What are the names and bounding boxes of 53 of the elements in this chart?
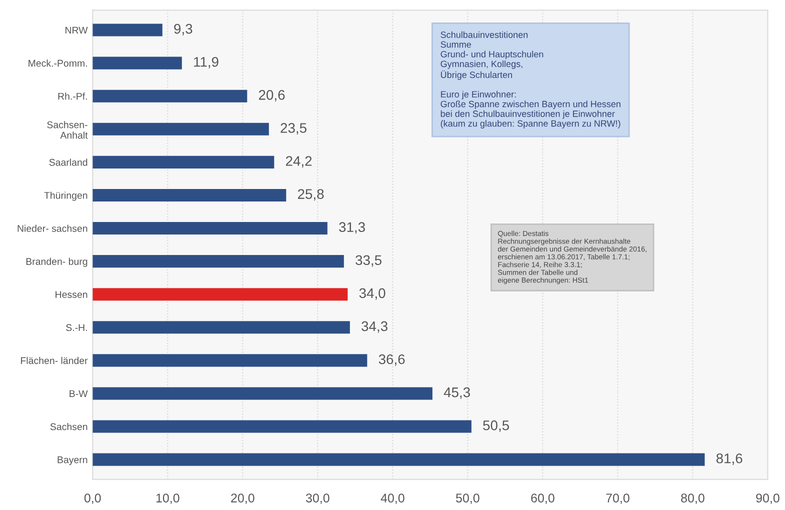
data-label: 23,5 — [280, 123, 306, 135]
bar — [92, 288, 348, 301]
x-tick-label: 40,0 — [380, 494, 404, 504]
x-tick-label: 10,0 — [156, 494, 180, 504]
y-tick-label: Rh.-Pf. — [58, 92, 87, 100]
data-label: 34,0 — [359, 288, 386, 300]
data-label: 11,9 — [194, 56, 218, 68]
x-tick-label: 90,0 — [756, 494, 780, 504]
data-label: 33,5 — [356, 255, 382, 267]
y-tick-label: NRW — [66, 26, 88, 34]
y-tick-label: Thüringen — [44, 192, 88, 201]
y-tick-label: Sachsen- Anhalt — [47, 121, 88, 139]
y-tick-label: Sachsen — [50, 423, 88, 430]
x-tick-label: 50,0 — [456, 494, 480, 504]
x-tick-label: 20,0 — [231, 494, 254, 504]
y-tick-label: Hessen — [56, 291, 88, 298]
y-tick-label: B-W — [70, 390, 88, 398]
bar — [92, 24, 162, 36]
bar — [92, 90, 248, 102]
data-label: 25,8 — [298, 189, 324, 201]
data-label: 20,6 — [258, 90, 285, 102]
bar — [92, 420, 472, 433]
text: Schulbauinvestitionen Summe Grund- und Hauptschulen Gymnasien, Kollegs, Übrige Schularten Euro je Einwohner: Große Spanne zwischen Bayern und Hessen bei den Schulbauinvestitionen je Einwohner (kaum zu glauben: Spanne Bayern zu NRW!) — [440, 31, 620, 128]
y-tick-label: Flächen- länder — [21, 356, 88, 364]
bar — [92, 354, 368, 367]
data-label: 50,5 — [483, 420, 509, 432]
data-label: 81,6 — [716, 453, 742, 465]
bar — [92, 222, 328, 235]
data-label: 34,3 — [362, 321, 388, 333]
data-label: 24,2 — [286, 156, 312, 168]
bar — [92, 188, 286, 202]
x-tick-label: 70,0 — [606, 494, 630, 504]
bar — [92, 56, 182, 70]
bar — [92, 122, 269, 136]
data-label: 9,3 — [174, 24, 192, 36]
x-tick-label: 60,0 — [531, 494, 554, 504]
y-tick-label: Nieder- sachsen — [18, 224, 88, 232]
bar — [92, 387, 432, 400]
y-tick-label: S.-H. — [66, 324, 87, 332]
bar — [92, 453, 705, 466]
y-tick-label: Branden- burg — [26, 258, 88, 267]
data-label: 36,6 — [378, 354, 405, 366]
x-tick-label: 80,0 — [681, 494, 704, 504]
bar — [92, 156, 274, 168]
bar — [92, 255, 344, 268]
bar — [92, 321, 350, 334]
x-tick-label: 0,0 — [84, 494, 101, 504]
y-tick-label: Bayern — [58, 456, 88, 466]
y-tick-label: Meck.-Pomm. — [28, 60, 87, 67]
x-tick-label: 30,0 — [306, 494, 330, 504]
data-label: 45,3 — [444, 387, 470, 399]
y-tick-label: Saarland — [49, 158, 88, 166]
data-label: 31,3 — [339, 222, 365, 234]
